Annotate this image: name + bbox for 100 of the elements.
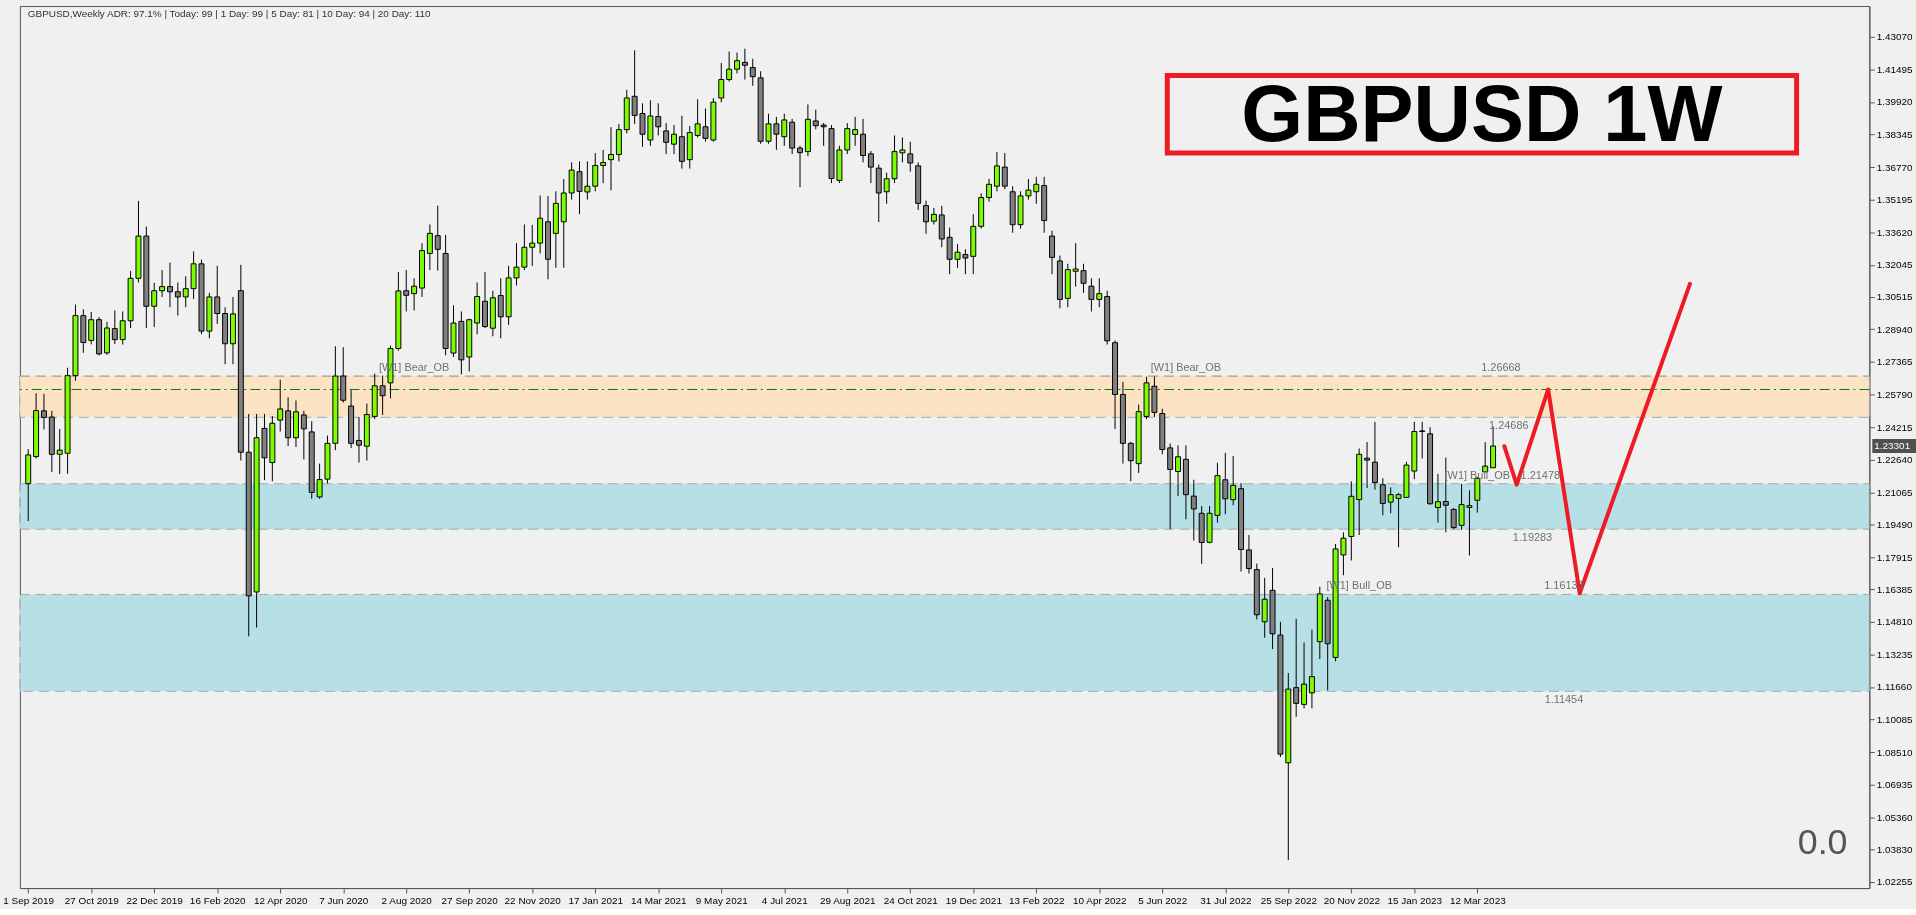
annotation: 0.0	[1797, 822, 1848, 863]
candlestick	[1419, 421, 1426, 459]
x-tick-label: 31 Jul 2022	[1200, 895, 1252, 907]
candlestick	[111, 309, 118, 345]
text: 1.23301	[1874, 439, 1911, 451]
x-tick-label: 29 Aug 2021	[819, 895, 877, 907]
x-tick-label: 12 Mar 2023	[1449, 895, 1507, 907]
candlestick	[923, 200, 930, 235]
candlestick	[986, 178, 993, 203]
x-tick-label: 22 Dec 2019	[126, 895, 184, 907]
candlestick	[426, 223, 433, 271]
y-tick-label: 1.19490	[1876, 519, 1914, 531]
x-tick-label: 15 Jan 2023	[1387, 895, 1443, 907]
y-tick-label: 1.39920	[1876, 96, 1914, 108]
y-tick-label: 1.17915	[1876, 551, 1914, 563]
candlestick	[300, 410, 307, 460]
x-tick-label: 5 Jun 2022	[1138, 895, 1188, 907]
y-tick-label: 1.25790	[1876, 388, 1914, 400]
chart-subtitle: GBPUSD,Weekly ADR: 97.1% | Today: 99 | 1 Day: 99 | 5 Day: 81 | 10 Day: 94 | 20 Day: 110	[27, 7, 432, 19]
candlestick	[1001, 152, 1008, 190]
x-tick-label: 10 Apr 2022	[1073, 895, 1128, 907]
candlestick	[434, 205, 441, 272]
y-tick-label: 1.28940	[1876, 323, 1914, 335]
y-tick-label: 1.05360	[1876, 811, 1914, 823]
candlestick	[1364, 441, 1371, 489]
annotation: 1.11454	[1544, 693, 1584, 706]
candlestick	[403, 269, 410, 312]
candlestick	[1167, 443, 1174, 530]
y-tick-label: 1.13235	[1876, 648, 1914, 660]
y-tick-label: 1.16385	[1876, 583, 1914, 595]
candlestick	[1379, 477, 1386, 516]
x-tick-label: 20 Nov 2022	[1323, 895, 1381, 907]
candlestick	[860, 118, 867, 163]
x-tick-label: 1 Sep 2019	[3, 895, 55, 907]
x-tick-label: 2 Aug 2020	[381, 895, 433, 907]
candlestick	[1049, 230, 1056, 275]
candlestick	[600, 149, 607, 184]
candlestick	[797, 145, 803, 188]
candlestick	[1308, 628, 1315, 709]
candlestick	[663, 122, 670, 155]
candlestick	[993, 151, 1000, 192]
candlestick	[151, 282, 158, 328]
candlestick	[1434, 473, 1441, 524]
candlestick	[741, 48, 748, 81]
y-tick-label: 1.24215	[1876, 421, 1914, 433]
y-tick-label: 1.08510	[1876, 746, 1914, 758]
y-tick-label: 1.30515	[1876, 291, 1914, 303]
y-tick-label: 1.41495	[1876, 63, 1914, 75]
y-tick-label: 1.22640	[1876, 454, 1914, 466]
y-tick-label: 1.06935	[1876, 779, 1914, 791]
x-tick-label: 7 Jun 2020	[319, 895, 369, 907]
candlestick	[726, 51, 733, 83]
candlestick	[749, 58, 756, 87]
x-tick-label: 19 Dec 2021	[945, 895, 1003, 907]
annotation: 1.26668	[1481, 361, 1521, 374]
candlestick	[40, 393, 47, 430]
candlestick	[174, 281, 181, 317]
candlestick	[671, 124, 677, 155]
y-tick-label: 1.32045	[1876, 259, 1914, 271]
y-tick-label: 1.35195	[1876, 194, 1914, 206]
candlestick	[1230, 455, 1237, 506]
x-tick-label: 24 Oct 2021	[883, 895, 939, 907]
candlestick	[166, 262, 173, 308]
candlestick	[411, 277, 418, 311]
y-tick-label: 1.10085	[1876, 714, 1914, 726]
candlestick	[1301, 642, 1308, 709]
candlestick	[1482, 441, 1489, 473]
candlestick	[1127, 441, 1134, 482]
y-tick-label: 1.21065	[1876, 486, 1914, 498]
candlestick	[812, 109, 819, 130]
candlestick	[1245, 534, 1252, 575]
annotation: 1.21478	[1520, 468, 1561, 481]
annotation: [W1] Bear_OB	[1150, 361, 1222, 374]
candlestick	[1175, 444, 1182, 497]
candlestick	[718, 62, 725, 103]
candlestick	[1293, 618, 1300, 718]
candlestick	[1371, 421, 1378, 491]
candlestick	[159, 269, 166, 298]
y-tick-label: 1.38345	[1876, 128, 1914, 140]
candlestick	[852, 116, 859, 147]
x-tick-label: 12 Apr 2020	[253, 895, 308, 907]
candlestick	[214, 265, 221, 325]
candlestick	[930, 207, 937, 225]
x-tick-label: 9 May 2021	[695, 895, 749, 907]
annotation: 1.19283	[1512, 531, 1553, 544]
x-tick-label: 17 Jan 2021	[568, 895, 624, 907]
text: GBPUSD 1W	[1241, 69, 1723, 159]
candlestick	[820, 122, 827, 147]
y-tick-label: 1.33620	[1876, 226, 1914, 238]
x-tick-label: 13 Feb 2022	[1008, 895, 1066, 907]
y-tick-label: 1.14810	[1876, 616, 1914, 628]
y-tick-label: 1.27365	[1876, 356, 1914, 368]
x-tick-label: 27 Sep 2020	[441, 895, 499, 907]
x-tick-label: 14 Mar 2021	[630, 895, 688, 907]
y-tick-label: 1.43070	[1876, 31, 1914, 43]
candlestick	[356, 416, 362, 464]
candlestick	[277, 379, 284, 433]
candlestick	[1190, 479, 1197, 542]
candlestick	[734, 52, 740, 74]
y-tick-label: 1.11660	[1876, 681, 1913, 693]
